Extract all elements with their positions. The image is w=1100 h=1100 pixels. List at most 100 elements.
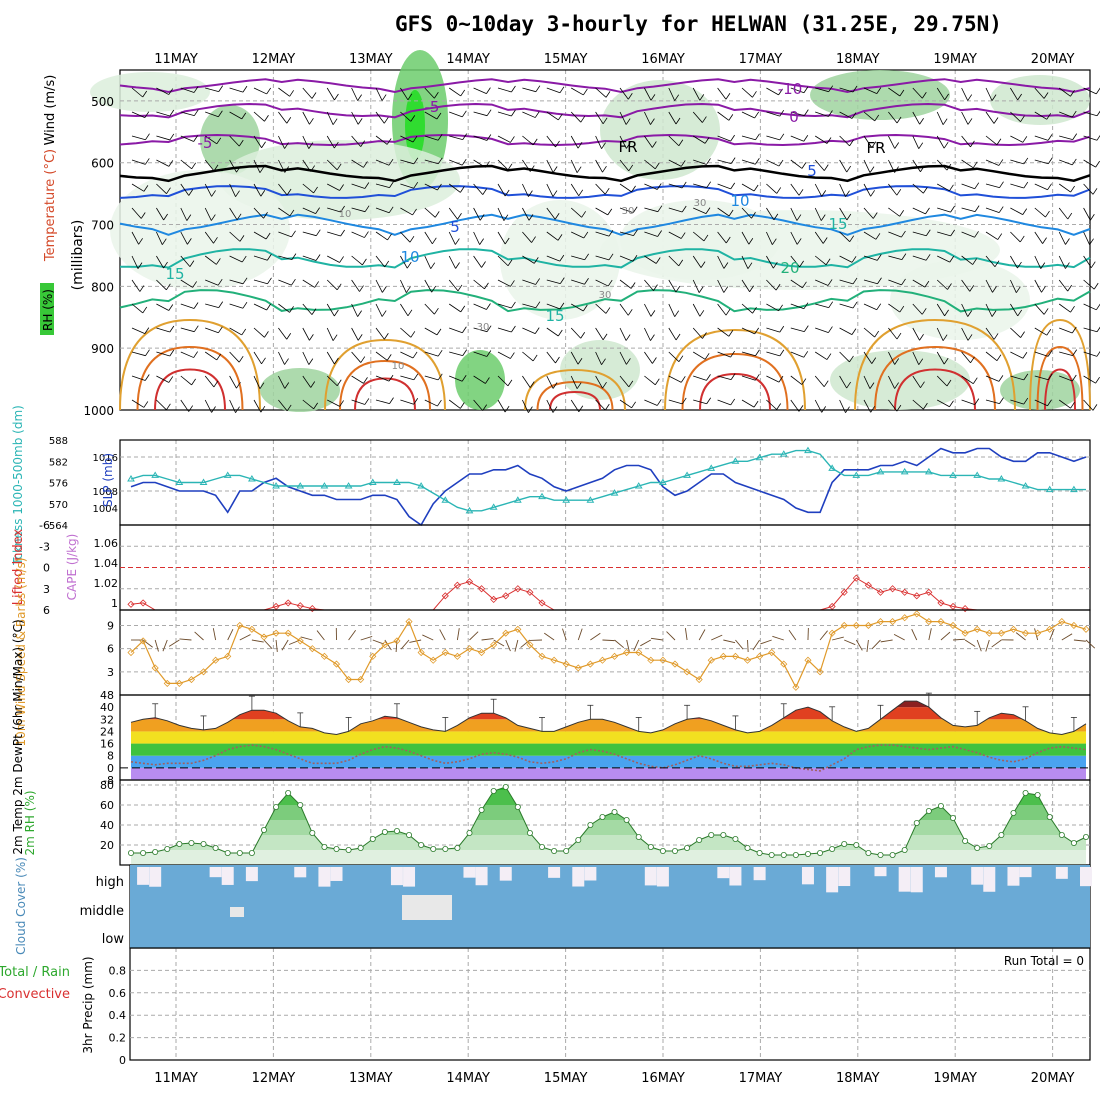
wind-barb-flag [437, 157, 443, 165]
date-label-bottom: 11MAY [154, 1071, 198, 1086]
thickness-marker [924, 467, 933, 475]
wind-barb [668, 231, 682, 239]
wind-speed-marker [852, 621, 860, 630]
wind-barb [1083, 303, 1097, 311]
wind-barb [449, 159, 463, 166]
wind-barb [180, 351, 194, 358]
thickness-marker [1021, 482, 1030, 489]
wind-speed-marker [332, 660, 341, 668]
wind-barb-flag [1096, 110, 1100, 116]
wind-barb-flag [363, 377, 368, 384]
wind-barb [912, 135, 920, 149]
wind-barb [351, 351, 362, 363]
cloud-gap-high [475, 867, 488, 886]
wind-barb-10m [855, 639, 863, 651]
wind-barb-10m [991, 639, 1002, 648]
wind-barb-flag [264, 115, 269, 122]
wind-barb-flag [310, 165, 316, 172]
wind-barb [522, 255, 535, 264]
wind-barb-flag [486, 134, 492, 141]
wind-barb-flag [145, 349, 150, 356]
wind-barb [326, 279, 338, 291]
wind-tick-label: 6 [107, 643, 114, 656]
wind-barb-flag [510, 352, 515, 359]
isotherm-minus5 [119, 102, 1091, 119]
wind-barb [888, 399, 898, 412]
wind-barb [717, 375, 732, 381]
wind-barb-flag [773, 213, 779, 221]
wind-barb-flag [675, 333, 681, 341]
wind-barb-flag [534, 327, 540, 334]
wind-barb [790, 327, 805, 333]
wind-barb [815, 279, 829, 286]
wind-barb [790, 207, 798, 221]
wind-barb-flag [359, 285, 364, 292]
wind-barb-flag [826, 353, 832, 360]
wind-barb [497, 303, 512, 309]
cloud-gap-high [826, 867, 839, 893]
wind-barb-flag [332, 334, 338, 341]
wind-barb-flag [507, 379, 513, 387]
wind-barb [985, 327, 995, 340]
wind-barb [327, 183, 340, 191]
wind-barb [595, 87, 607, 98]
wind-barb [302, 327, 310, 341]
wind-barb [888, 135, 896, 149]
wind-barb [424, 207, 436, 218]
wind-barb-flag [602, 165, 607, 173]
rh-marker [732, 836, 739, 843]
cloud-fill [130, 865, 1090, 948]
wind-barb-flag [383, 117, 389, 124]
date-label-top: 15MAY [544, 52, 588, 67]
wind-barb-flag [775, 283, 781, 291]
wind-barb-flag [919, 334, 924, 341]
wind-barb [546, 327, 559, 337]
wind-speed-marker [889, 618, 897, 626]
wind-barb [936, 87, 945, 101]
wind-barb [888, 111, 898, 124]
li-tick-label: 6 [43, 604, 50, 617]
rh-marker [913, 820, 920, 827]
wind-barb [351, 207, 366, 213]
wind-barb [839, 231, 850, 242]
wind-barb-flag [334, 309, 339, 317]
wind-barb [424, 327, 438, 336]
wind-barb-flag [699, 310, 705, 317]
wind-barb-flag [992, 286, 997, 293]
wind-barb-flag [552, 166, 558, 173]
wind-barb [229, 207, 238, 221]
wind-barb-flag [970, 140, 975, 148]
thickness-marker [586, 496, 595, 503]
wind-barb [985, 231, 998, 240]
rh-marker [925, 808, 932, 815]
wind-barb-flag [755, 133, 760, 141]
wind-barb [790, 351, 804, 358]
wind-barb-flag [822, 237, 828, 244]
wind-tick-label: 3 [107, 666, 114, 679]
rh-marker [309, 830, 316, 837]
wind-speed-marker [441, 648, 449, 657]
thickness-marker [779, 450, 788, 457]
wind-speed-marker [248, 625, 256, 633]
wind-barb [522, 375, 531, 388]
wind-barb-flag [382, 286, 387, 293]
wind-barb-flag [266, 87, 272, 95]
wind-barb [180, 375, 192, 386]
wind-barb-flag [798, 405, 804, 412]
wind-barb-flag [654, 378, 660, 385]
wind-barb [253, 111, 265, 122]
wind-barb [814, 231, 824, 244]
wind-barb-flag [552, 406, 558, 413]
temp-band [131, 701, 1086, 708]
wind-speed-marker [743, 656, 752, 664]
rh-tick-label: 80 [100, 779, 114, 792]
wind-barb-flag [289, 90, 294, 97]
wind-barb [131, 399, 145, 408]
pressure-tick-label: 500 [91, 95, 114, 109]
wind-barb-10m [911, 628, 918, 641]
wind-barb [375, 183, 390, 189]
wind-barb [1010, 207, 1023, 215]
wind-barb-flag [1089, 238, 1094, 245]
wind-barb [595, 351, 602, 365]
